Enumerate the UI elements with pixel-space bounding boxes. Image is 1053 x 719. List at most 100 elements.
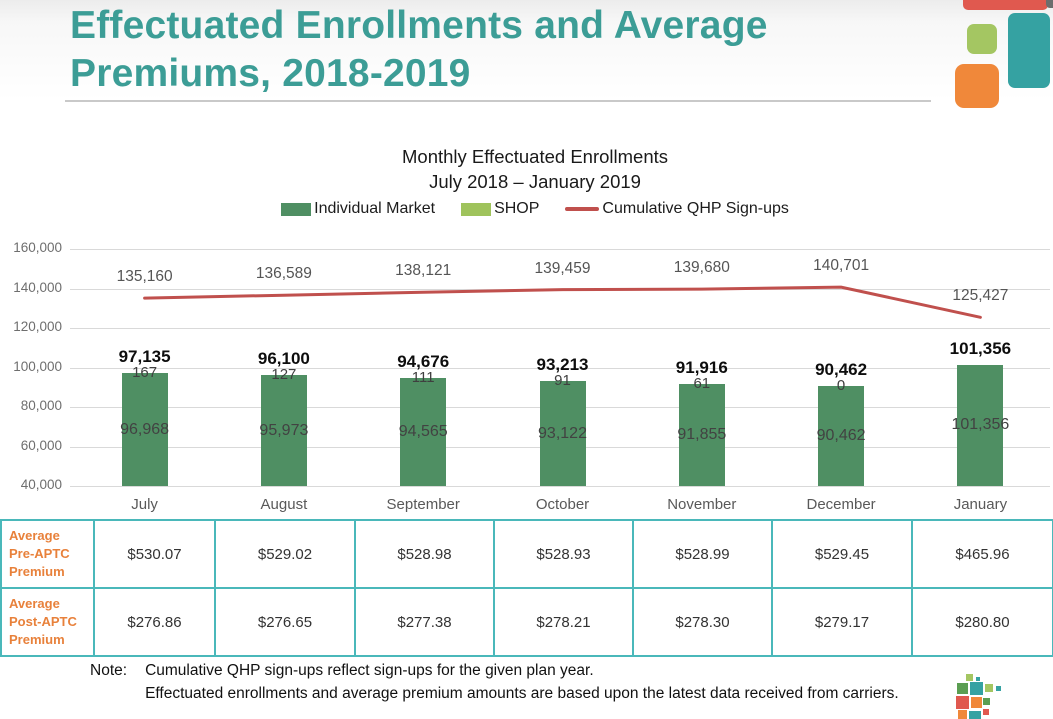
bar-total-label: 94,676 xyxy=(397,352,450,371)
deco-teal-square xyxy=(1008,13,1050,88)
bar-total-label: 90,462 xyxy=(815,360,868,380)
mosaic-tile xyxy=(969,711,981,719)
x-axis-label: December xyxy=(806,496,876,513)
shop-value-label: 167 xyxy=(132,364,158,382)
chart-title-block: Monthly Effectuated Enrollments July 201… xyxy=(10,144,1053,194)
shop-swatch-icon xyxy=(461,202,492,216)
bar-total-label: 97,135 xyxy=(118,347,171,367)
cumulative-value-label: 139,680 xyxy=(673,259,730,277)
chart-subtitle: July 2018 – January 2019 xyxy=(429,171,641,192)
table-row: Average Pre-APTC Premium $530.07 $529.02 $5… xyxy=(0,519,1053,589)
note-block: Note: Cumulative QHP sign-ups reflect si… xyxy=(90,659,899,705)
individual-market-value-label: 91,855 xyxy=(677,425,727,443)
legend-label: Individual Market xyxy=(314,200,436,217)
legend-label: Cumulative QHP Sign-ups xyxy=(602,200,789,217)
note-line2: Effectuated enrollments and average prem… xyxy=(145,685,899,702)
page-title-line1: Effectuated Enrollments and Average xyxy=(70,4,768,47)
title-divider xyxy=(65,100,931,102)
note-label: Note: xyxy=(90,662,128,679)
mosaic-tile xyxy=(970,682,983,695)
table-cell: $276.86 xyxy=(93,587,216,657)
table-cell: $279.17 xyxy=(771,587,913,657)
table-cell: $529.02 xyxy=(214,519,356,589)
individual-market-value-label: 101,356 xyxy=(951,416,1010,434)
individual-market-value-label: 93,122 xyxy=(538,424,587,442)
gridline xyxy=(70,288,1050,290)
shop-value-label: 61 xyxy=(693,374,711,392)
mosaic-tile xyxy=(985,684,993,692)
individual-market-value-label: 94,565 xyxy=(398,423,448,440)
cumulative-value-label: 138,121 xyxy=(395,262,452,280)
legend-item-cumulative: Cumulative QHP Sign-ups xyxy=(565,200,789,218)
gridline xyxy=(70,249,1050,250)
cumulative-value-label: 140,701 xyxy=(813,257,870,275)
y-axis-tick-label: 160,000 xyxy=(13,240,62,255)
deco-red-bar xyxy=(963,0,1048,10)
x-axis-label: September xyxy=(386,496,460,513)
table-cell: $276.65 xyxy=(214,587,356,657)
mosaic-tile xyxy=(983,709,989,715)
table-row-label: Average Post-APTC Premium xyxy=(0,587,95,657)
table-cell: $278.30 xyxy=(632,587,773,657)
y-axis-tick-label: 120,000 xyxy=(13,319,62,334)
gridline xyxy=(70,367,1050,369)
table-cell: $528.98 xyxy=(354,519,495,589)
mosaic-tile xyxy=(996,686,1001,691)
individual-market-swatch-icon xyxy=(281,202,312,216)
line-swatch-icon xyxy=(565,207,600,211)
individual-market-bar xyxy=(121,373,168,486)
legend-item-shop: SHOP xyxy=(461,200,539,218)
individual-market-bar xyxy=(400,378,447,486)
premium-table: Average Pre-APTC Premium $530.07 $529.02 $5… xyxy=(0,519,1053,657)
mosaic-tile xyxy=(956,696,969,709)
bar-total-label: 101,356 xyxy=(949,338,1012,358)
note-text: Cumulative QHP sign-ups reflect sign-ups… xyxy=(145,659,899,705)
shop-value-label: 127 xyxy=(271,366,297,384)
shop-value-label: 91 xyxy=(554,371,571,389)
x-axis-label: November xyxy=(667,496,737,513)
deco-gray-bar xyxy=(1046,0,1053,8)
table-row-label: Average Pre-APTC Premium xyxy=(0,519,95,589)
page-title: Effectuated Enrollments and Average Prem… xyxy=(70,2,768,98)
y-axis-tick-label: 140,000 xyxy=(13,279,62,295)
mosaic-tile xyxy=(976,677,980,681)
gridline xyxy=(70,486,1050,487)
mosaic-logo xyxy=(953,670,1013,719)
shop-value-label: 0 xyxy=(836,377,846,395)
individual-market-bar xyxy=(539,380,586,486)
table-row: Average Post-APTC Premium $276.86 $276.65 $… xyxy=(0,587,1053,657)
individual-market-bar xyxy=(678,383,725,486)
x-axis-label: January xyxy=(953,496,1008,513)
table-cell: $280.80 xyxy=(911,587,1053,657)
chart-legend: Individual Market SHOP Cumulative QHP Si… xyxy=(10,200,1053,218)
table-cell: $465.96 xyxy=(911,519,1053,589)
y-axis-tick-label: 60,000 xyxy=(20,437,62,453)
mosaic-tile xyxy=(966,674,973,681)
table-cell: $529.45 xyxy=(771,519,913,589)
cumulative-value-label: 139,459 xyxy=(534,259,591,277)
mosaic-tile xyxy=(971,697,982,708)
table-cell: $528.99 xyxy=(632,519,773,589)
table-cell: $277.38 xyxy=(354,587,495,657)
individual-market-bar xyxy=(957,364,1004,486)
cumulative-value-label: 136,589 xyxy=(255,265,312,283)
individual-market-value-label: 95,973 xyxy=(259,421,309,439)
x-axis-label: August xyxy=(260,496,308,513)
mosaic-tile xyxy=(983,698,990,705)
cumulative-value-label: 125,427 xyxy=(952,287,1009,305)
x-axis-label: July xyxy=(131,496,158,513)
cumulative-value-label: 135,160 xyxy=(116,268,173,286)
individual-market-bar xyxy=(260,375,307,486)
individual-market-bar xyxy=(818,386,865,486)
y-axis-tick-label: 40,000 xyxy=(20,477,62,492)
y-axis-tick-label: 100,000 xyxy=(13,358,62,374)
gridline xyxy=(70,328,1050,329)
mosaic-tile xyxy=(957,683,968,694)
y-axis-tick-label: 80,000 xyxy=(20,398,62,413)
mosaic-tile xyxy=(958,710,967,719)
page-title-line2: Premiums, 2018-2019 xyxy=(70,52,471,95)
x-axis-label: October xyxy=(535,496,590,513)
bar-total-label: 91,916 xyxy=(675,357,728,377)
individual-market-value-label: 96,968 xyxy=(120,420,170,438)
